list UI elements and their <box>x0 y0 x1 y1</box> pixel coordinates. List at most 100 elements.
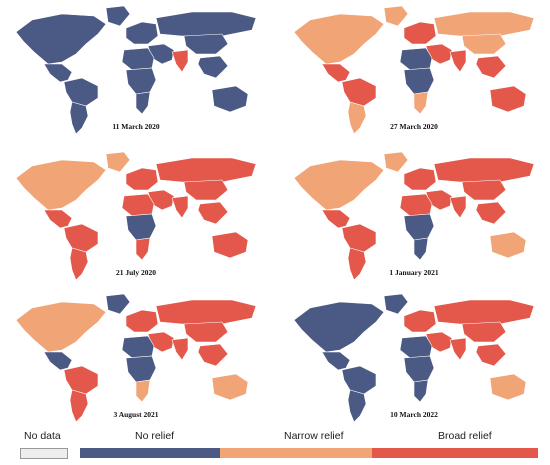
region-africa-south <box>135 91 151 115</box>
region-north-america <box>15 301 107 353</box>
region-south-america-north <box>341 77 377 107</box>
region-south-america-north <box>63 365 99 395</box>
legend-no-data-swatch <box>20 448 68 459</box>
region-southeast-asia <box>197 55 229 79</box>
world-map <box>15 293 257 423</box>
region-south-america-north <box>341 365 377 395</box>
legend-narrow-relief-swatch <box>220 448 372 458</box>
region-africa-north <box>399 335 433 359</box>
legend-narrow-relief-label: Narrow relief <box>284 430 344 442</box>
region-south-america-south <box>347 389 367 423</box>
region-china <box>461 33 507 55</box>
region-europe <box>125 167 159 191</box>
region-india <box>171 337 189 361</box>
region-europe <box>125 21 159 45</box>
region-africa-south <box>413 379 429 403</box>
region-russia <box>155 299 257 325</box>
panel-date-label: 10 March 2022 <box>390 410 438 419</box>
region-russia <box>433 11 535 37</box>
region-southeast-asia <box>197 201 229 225</box>
region-india <box>449 195 467 219</box>
region-europe <box>125 309 159 333</box>
region-southeast-asia <box>475 55 507 79</box>
region-africa-north <box>399 193 433 217</box>
world-map <box>293 5 535 135</box>
region-greenland <box>105 151 131 173</box>
region-north-america <box>293 301 385 353</box>
region-australia <box>489 231 527 259</box>
panel-date-label: 21 July 2020 <box>115 268 156 277</box>
region-africa-north <box>121 335 155 359</box>
region-india <box>171 195 189 219</box>
region-russia <box>155 157 257 183</box>
region-australia <box>489 373 527 401</box>
region-europe <box>403 167 437 191</box>
legend-color-bar <box>80 448 538 458</box>
region-india <box>449 337 467 361</box>
world-map <box>293 151 535 281</box>
world-map <box>293 293 535 423</box>
region-china <box>183 321 229 343</box>
legend-broad-relief-label: Broad relief <box>438 430 492 442</box>
region-china <box>183 33 229 55</box>
world-map <box>15 151 257 281</box>
region-africa-north <box>121 193 155 217</box>
region-mexico-central <box>321 63 351 83</box>
region-china <box>461 321 507 343</box>
region-australia <box>211 85 249 113</box>
region-africa-central <box>403 213 435 241</box>
map-panel: 3 August 2021 <box>2 290 270 430</box>
region-africa-central <box>125 67 157 95</box>
region-greenland <box>105 293 131 315</box>
panel-date-label: 3 August 2021 <box>113 410 159 419</box>
region-greenland <box>383 151 409 173</box>
region-africa-central <box>403 67 435 95</box>
region-south-america-north <box>63 77 99 107</box>
map-panel: 21 July 2020 <box>2 148 270 288</box>
legend-broad-relief-swatch <box>372 448 538 458</box>
region-mexico-central <box>43 209 73 229</box>
region-south-america-south <box>347 101 367 135</box>
region-africa-south <box>413 237 429 261</box>
region-southeast-asia <box>197 343 229 367</box>
region-mexico-central <box>43 351 73 371</box>
region-africa-central <box>403 355 435 383</box>
map-panel: 10 March 2022 <box>280 290 548 430</box>
map-panel: 1 January 2021 <box>280 148 548 288</box>
legend: No data No relief Narrow relief Broad re… <box>0 430 550 465</box>
region-greenland <box>105 5 131 27</box>
region-africa-north <box>399 47 433 71</box>
region-china <box>183 179 229 201</box>
region-india <box>171 49 189 73</box>
region-russia <box>155 11 257 37</box>
region-africa-north <box>121 47 155 71</box>
region-africa-central <box>125 355 157 383</box>
world-map <box>15 5 257 135</box>
map-panel: 11 March 2020 <box>2 2 270 142</box>
region-europe <box>403 21 437 45</box>
region-africa-south <box>135 379 151 403</box>
legend-no-relief-label: No relief <box>135 430 175 442</box>
region-greenland <box>383 5 409 27</box>
panel-date-label: 1 January 2021 <box>389 268 439 277</box>
region-north-america <box>293 13 385 65</box>
region-south-america-south <box>69 247 89 281</box>
region-mexico-central <box>321 209 351 229</box>
region-mexico-central <box>43 63 73 83</box>
region-south-america-south <box>69 389 89 423</box>
region-mexico-central <box>321 351 351 371</box>
region-north-america <box>293 159 385 211</box>
region-australia <box>211 231 249 259</box>
region-india <box>449 49 467 73</box>
map-panel: 27 March 2020 <box>280 2 548 142</box>
region-southeast-asia <box>475 201 507 225</box>
region-south-america-south <box>347 247 367 281</box>
region-europe <box>403 309 437 333</box>
region-south-america-north <box>341 223 377 253</box>
region-africa-central <box>125 213 157 241</box>
region-north-america <box>15 13 107 65</box>
region-australia <box>211 373 249 401</box>
region-south-america-south <box>69 101 89 135</box>
region-africa-south <box>135 237 151 261</box>
